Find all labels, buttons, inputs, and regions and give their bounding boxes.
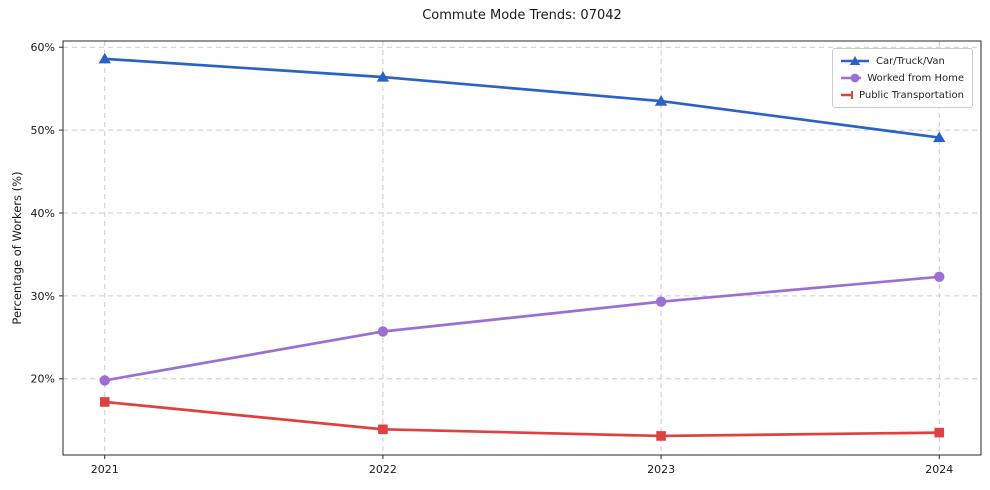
data-point-public-transportation xyxy=(934,427,945,438)
y-tick-label: 60% xyxy=(31,41,55,54)
legend-entry-car-truck-van: Car/Truck/Van xyxy=(840,55,964,67)
series-line-worked-from-home xyxy=(103,275,941,382)
y-tick-label: 50% xyxy=(31,124,55,137)
series-line-car-truck-van xyxy=(103,57,941,139)
x-tick-label: 2022 xyxy=(369,463,397,476)
y-tick-label: 30% xyxy=(31,290,55,303)
data-point-car-truck-van xyxy=(376,71,390,82)
x-tick-label: 2023 xyxy=(647,463,675,476)
data-point-worked-from-home xyxy=(655,296,667,307)
series-line-public-transportation xyxy=(103,400,941,438)
legend-label-car-truck-van: Car/Truck/Van xyxy=(876,55,945,67)
legend-entry-public-transportation: Public Transportation xyxy=(840,89,964,101)
y-tick-label: 40% xyxy=(31,207,55,220)
chart-title: Commute Mode Trends: 07042 xyxy=(422,8,622,23)
legend-entry-worked-from-home: Worked from Home xyxy=(840,72,964,84)
data-point-public-transportation xyxy=(99,397,110,407)
data-point-car-truck-van xyxy=(933,131,946,143)
data-point-worked-from-home xyxy=(934,271,945,283)
x-tick-label: 2024 xyxy=(925,463,953,476)
data-point-car-truck-van xyxy=(654,95,668,106)
data-point-car-truck-van xyxy=(98,52,111,64)
y-tick-label: 20% xyxy=(31,373,55,386)
x-tick-label: 2021 xyxy=(91,463,119,476)
legend-label-public-transportation: Public Transportation xyxy=(859,89,964,101)
legend-circle-marker-icon xyxy=(841,73,862,83)
legend-square-marker-icon xyxy=(841,91,854,99)
y-axis-label: Percentage of Workers (%) xyxy=(10,171,24,325)
axes-frame xyxy=(62,40,982,456)
data-point-worked-from-home xyxy=(377,326,389,337)
data-point-public-transportation xyxy=(378,424,388,435)
data-point-public-transportation xyxy=(656,431,666,441)
data-point-worked-from-home xyxy=(99,375,110,386)
legend-label-worked-from-home: Worked from Home xyxy=(867,72,964,84)
legend: Car/Truck/Van Worked from Home Public Tran… xyxy=(832,48,973,108)
legend-triangle-marker-icon xyxy=(841,56,869,65)
